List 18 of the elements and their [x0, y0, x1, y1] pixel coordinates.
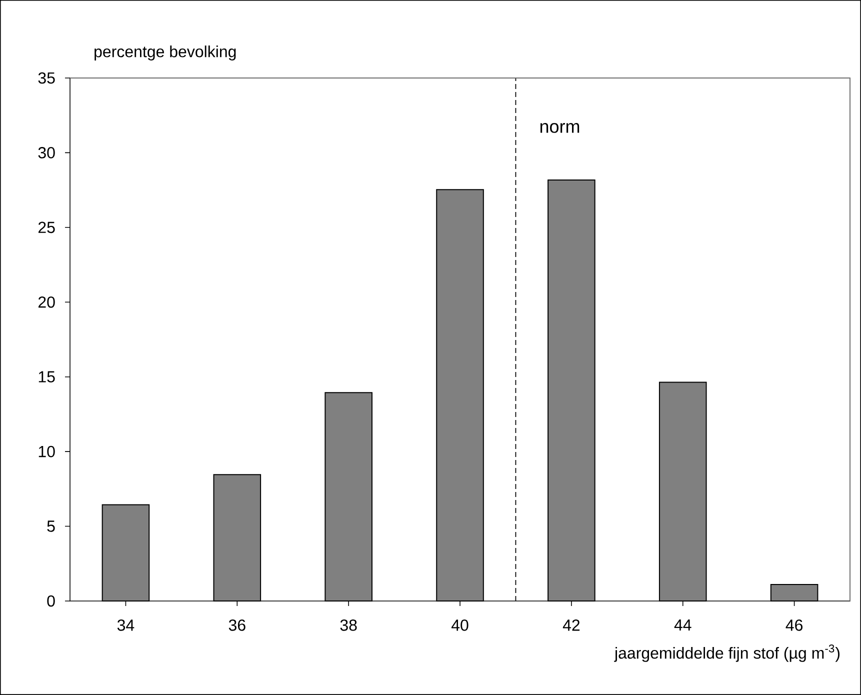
y-tick-label: 25 [38, 222, 55, 234]
x-tick-label: 44 [674, 620, 692, 631]
y-axis-title: percentge bevolking [94, 46, 236, 60]
y-tick-label: 20 [38, 296, 55, 308]
x-tick-label: 36 [228, 620, 246, 631]
x-tick-label: 46 [786, 620, 802, 631]
x-tick-label: 34 [117, 620, 134, 631]
x-tick-label: 38 [340, 620, 357, 631]
x-axis-title: jaargemiddelde fijn stof (µg m$^{-3}$) [614, 644, 840, 662]
x-tick-label: 42 [562, 620, 580, 631]
y-tick-label: 35 [38, 72, 55, 84]
y-tick-label: 0 [47, 595, 55, 607]
x-tick-label: 40 [451, 620, 468, 631]
y-tick-label: 15 [38, 371, 55, 382]
y-tick-label: 10 [38, 446, 55, 458]
y-tick-label: 30 [38, 147, 55, 158]
y-tick-label: 5 [47, 520, 55, 532]
ref-line-label: norm [540, 123, 580, 133]
